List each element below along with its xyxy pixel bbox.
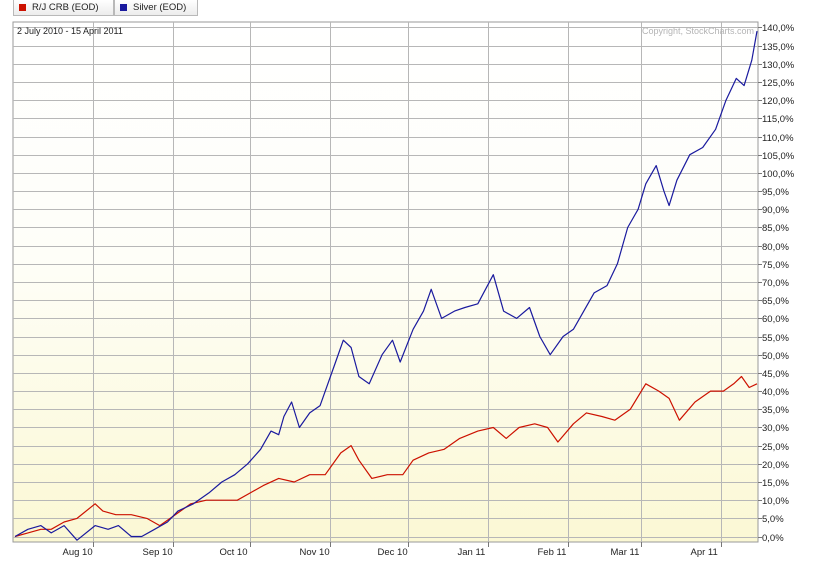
legend-item-rj-crb[interactable]: R/J CRB (EOD) <box>13 0 114 16</box>
y-tick-label: 30,0% <box>762 423 789 434</box>
series-line-silver <box>14 30 758 541</box>
y-tick-label: 140,0% <box>762 23 795 34</box>
y-tick-label: 115,0% <box>762 114 794 125</box>
series-lines <box>14 30 758 541</box>
x-tick-label: Aug 10 <box>63 547 93 558</box>
y-tick-label: 85,0% <box>762 223 789 234</box>
y-tick-label: 90,0% <box>762 205 789 216</box>
legend-swatch-silver <box>120 4 127 11</box>
y-tick-label: 55,0% <box>762 333 789 344</box>
y-tick-label: 10,0% <box>762 496 789 507</box>
y-tick-label: 75,0% <box>762 260 789 271</box>
y-tick-label: 135,0% <box>762 42 795 53</box>
y-axis-labels: 0,0% 5,0% 10,0% 15,0% 20,0% 25,0% 30,0% 35,0% 40… <box>762 23 795 544</box>
y-tick-label: 60,0% <box>762 314 789 325</box>
y-tick-label: 120,0% <box>762 96 795 107</box>
y-tick-label: 95,0% <box>762 187 789 198</box>
y-tick-label: 5,0% <box>762 514 784 525</box>
y-tick-label: 50,0% <box>762 351 789 362</box>
y-tick-label: 80,0% <box>762 242 789 253</box>
y-tick-label: 70,0% <box>762 278 789 289</box>
legend-label-silver: Silver (EOD) <box>133 2 187 13</box>
y-tick-label: 45,0% <box>762 369 789 380</box>
y-tick-label: 65,0% <box>762 296 789 307</box>
x-tick-label: Nov 10 <box>300 547 330 558</box>
x-tick-label: Jan 11 <box>458 547 486 558</box>
x-tick-label: Sep 10 <box>143 547 173 558</box>
y-tick-label: 35,0% <box>762 405 789 416</box>
legend-item-silver[interactable]: Silver (EOD) <box>114 0 198 16</box>
legend-swatch-rj-crb <box>19 4 26 11</box>
grid-lines <box>13 22 758 542</box>
y-tick-label: 125,0% <box>762 78 795 89</box>
y-tick-label: 0,0% <box>762 533 784 544</box>
date-range-label: 2 July 2010 - 15 April 2011 <box>17 26 123 36</box>
x-tick-label: Oct 10 <box>220 547 248 558</box>
y-tick-label: 15,0% <box>762 478 789 489</box>
x-tick-label: Mar 11 <box>611 547 640 558</box>
x-tick-label: Apr 11 <box>691 547 718 558</box>
axis-ticks <box>93 27 762 547</box>
y-tick-label: 40,0% <box>762 387 789 398</box>
y-tick-label: 20,0% <box>762 460 789 471</box>
series-line-rj-crb <box>14 375 758 538</box>
x-tick-label: Feb 11 <box>538 547 567 558</box>
copyright-label: Copyright, StockCharts.com <box>642 26 754 36</box>
y-tick-label: 105,0% <box>762 151 795 162</box>
y-tick-label: 110,0% <box>762 133 794 144</box>
legend-label-rj-crb: R/J CRB (EOD) <box>32 2 99 13</box>
y-tick-label: 130,0% <box>762 60 795 71</box>
y-tick-label: 25,0% <box>762 442 789 453</box>
y-tick-label: 100,0% <box>762 169 795 180</box>
x-tick-label: Dec 10 <box>378 547 408 558</box>
legend-bar: R/J CRB (EOD) Silver (EOD) <box>0 0 816 18</box>
x-axis-labels: Aug 10 Sep 10 Oct 10 Nov 10 Dec 10 Jan 11 Feb … <box>63 547 718 558</box>
